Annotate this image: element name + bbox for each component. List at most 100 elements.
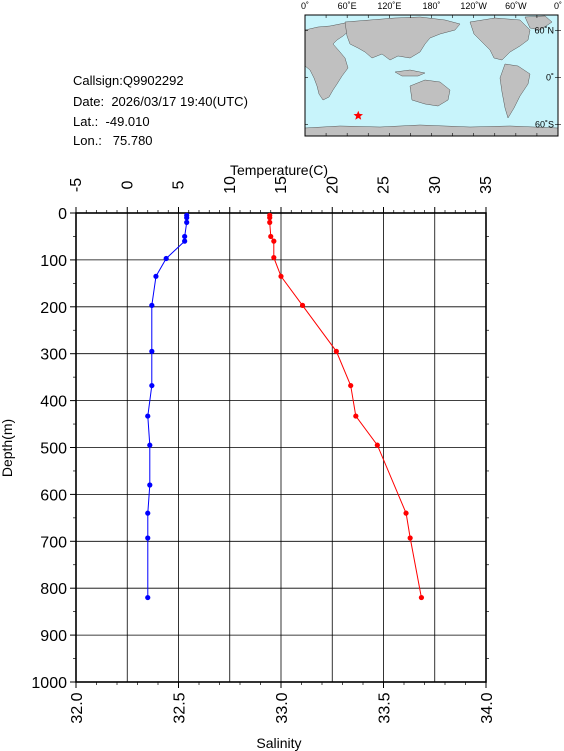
date-value: 2026/03/17 19:40(UTC) [111,94,248,109]
temperature-point [403,510,409,516]
map-longitude-label: 180˚ [422,1,440,11]
map-longitude-label: 120˚E [377,1,401,11]
temperature-point [267,219,273,225]
lat-row: Lat.: -49.010 [73,114,150,130]
chart-series [145,212,425,601]
map-latitude-label: 60˚S [535,119,554,129]
land-south-america [499,63,531,119]
salinity-tick-label: 33.5 [377,692,394,723]
depth-tick-label: 800 [40,581,67,598]
depth-tick-label: 300 [40,347,67,364]
temperature-tick-label: 30 [427,176,444,194]
map-longitude-label: 0˚ [301,1,309,11]
depth-axis: 0 100 200 300 400 500 600 700 800 900 1000 [31,206,489,692]
map-tick-marks [304,15,561,136]
depth-tick-label: 0 [58,206,67,223]
temperature-profile-line [269,215,422,598]
depth-tick-label: 900 [40,628,67,645]
map-longitude-label: 60˚E [338,1,357,11]
depth-tick-label: 600 [40,487,67,504]
date-row: Date: 2026/03/17 19:40(UTC) [73,94,248,110]
profile-chart: -5 0 5 10 15 20 25 30 35 32.0 32.5 33.0 33.5 34.0 01… [0,162,496,751]
depth-tick-label: 700 [40,534,67,551]
callsign-row: Callsign:Q9902292 [73,73,184,89]
chart-grid [76,213,486,682]
map-longitude-label: 0˚ [554,1,562,11]
lon-value: 75.780 [112,133,153,148]
land-indonesia [394,69,426,77]
depth-tick-label: 400 [40,394,67,411]
temperature-point [374,442,380,448]
lon-label: Lon.: [73,133,102,148]
salinity-tick-label: 32.5 [172,692,189,723]
temperature-point [407,535,413,541]
temperature-point [333,348,339,354]
temperature-tick-label: 10 [222,176,239,194]
station-star [353,110,363,120]
lon-row: Lon.: 75.780 [73,133,153,149]
temperature-point [353,413,359,419]
lat-value: -49.010 [105,114,150,129]
temperature-point [418,594,425,601]
salinity-point [184,219,190,225]
temperature-point [271,254,277,261]
salinity-point [153,273,159,279]
salinity-tick-label: 32.0 [69,692,86,723]
land-australia [409,79,451,107]
date-label: Date: [73,94,105,109]
salinity-point [149,348,155,354]
land-asia [344,16,461,61]
depth-axis-title: Depth(m) [0,419,15,477]
world-map: 0˚ 60˚E 120˚E 180˚ 120˚W 60˚W 0˚ 60˚N 0˚ 60˚S [301,1,562,137]
land-greenland [524,15,553,31]
depth-tick-label: 200 [40,300,67,317]
temperature-tick-label: 35 [478,176,495,194]
salinity-profile-line [147,215,188,598]
salinity-point [149,382,155,389]
salinity-point [163,255,169,262]
depth-tick-label: 100 [40,253,67,270]
map-longitude-label: 120˚W [460,1,487,11]
salinity-point [145,535,151,541]
salinity-tick-label: 34.0 [479,692,496,723]
temperature-axis-title: Temperature(C) [230,162,328,178]
temperature-tick-label: 5 [171,180,188,189]
temperature-point [271,238,277,244]
land-north-america [469,17,531,61]
salinity-point [147,442,153,448]
station-star-icon [353,110,363,120]
temperature-point [278,273,284,279]
temperature-tick-label: -5 [68,178,85,192]
callsign-label: Callsign: [73,73,123,88]
salinity-point [145,594,151,601]
depth-tick-label: 1000 [31,675,67,692]
map-longitude-label: 60˚W [505,1,527,11]
salinity-tick-label: 33.0 [274,692,291,723]
temperature-point [267,215,273,221]
temperature-tick-label: 0 [119,180,136,189]
temperature-axis: -5 0 5 10 15 20 25 30 35 [68,176,495,213]
salinity-point [149,302,155,308]
salinity-point [145,413,151,419]
salinity-point [182,238,188,244]
map-longitude-labels: 0˚ 60˚E 120˚E 180˚ 120˚W 60˚W 0˚ [301,1,562,11]
callsign-value: Q9902292 [122,73,184,88]
salinity-axis-title: Salinity [256,735,301,751]
depth-tick-label: 500 [40,441,67,458]
temperature-tick-label: 20 [324,176,341,194]
temperature-point [268,233,274,240]
temperature-tick-label: 25 [376,176,393,194]
salinity-axis: 32.0 32.5 33.0 33.5 34.0 [69,682,496,724]
lat-label: Lat.: [73,114,99,129]
salinity-point [145,510,151,516]
map-latitude-labels: 60˚N 0˚ 60˚S [534,26,554,130]
temperature-point [348,382,354,389]
map-latitude-label: 60˚N [534,26,554,36]
salinity-point [184,215,190,221]
salinity-point [147,482,153,488]
temperature-tick-label: 15 [273,176,290,194]
salinity-point [182,233,188,240]
map-latitude-label: 0˚ [546,72,554,82]
temperature-point [299,302,306,308]
